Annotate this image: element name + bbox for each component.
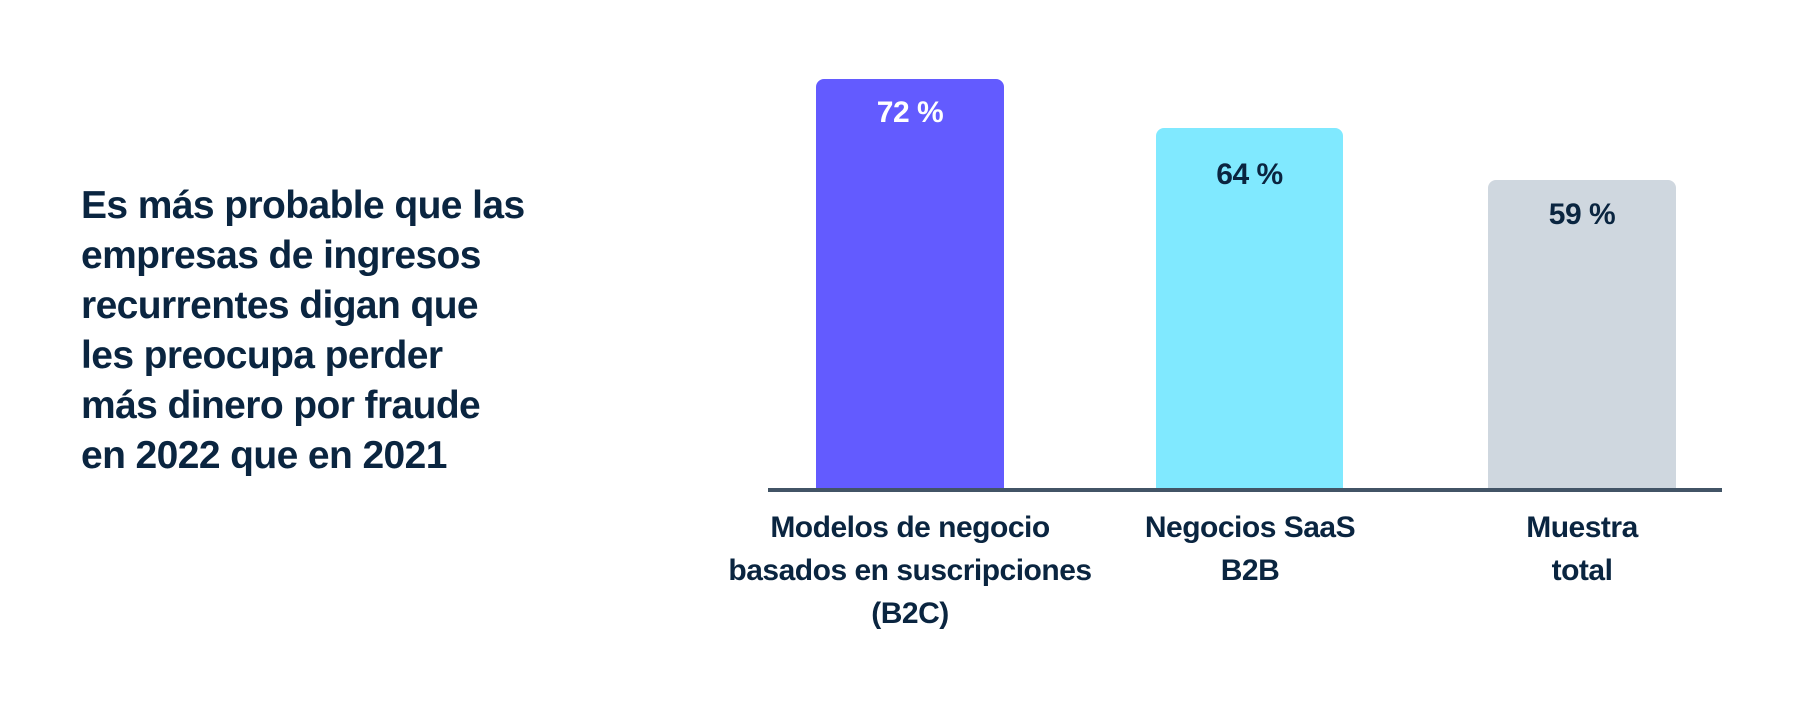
- chart-headline: Es más probable que las empresas de ingr…: [81, 181, 551, 481]
- headline-line: en 2022 que en 2021: [81, 434, 447, 477]
- bar-value-label: 59 %: [1548, 198, 1616, 231]
- x-axis-line: [768, 488, 1722, 492]
- category-label-b2c: Modelos de negocio basados en suscripcio…: [710, 506, 1110, 635]
- bar-total-sample: 59 %: [1488, 180, 1676, 488]
- category-label-line: basados en suscripciones: [728, 554, 1092, 587]
- category-label-line: Negocios SaaS: [1144, 511, 1356, 544]
- headline-line: Es más probable que las: [81, 184, 525, 227]
- bar-value-label: 64 %: [1216, 158, 1283, 191]
- headline-line: les preocupa perder: [81, 334, 443, 377]
- headline-line: recurrentes digan que: [81, 284, 479, 327]
- bar-b2c-subscriptions: 72 %: [816, 79, 1004, 488]
- headline-line: empresas de ingresos: [81, 234, 481, 277]
- category-label-line: Modelos de negocio: [770, 511, 1050, 544]
- category-label-line: Muestra: [1526, 511, 1638, 544]
- category-label-line: (B2C): [871, 597, 949, 630]
- category-label-line: total: [1551, 554, 1613, 587]
- bar-saas-b2b: 64 %: [1156, 128, 1343, 488]
- category-label-saas-b2b: Negocios SaaS B2B: [1100, 506, 1400, 592]
- bar-value-label: 72 %: [876, 96, 944, 129]
- category-label-line: B2B: [1220, 554, 1280, 587]
- headline-line: más dinero por fraude: [81, 384, 481, 427]
- category-label-total: Muestra total: [1432, 506, 1732, 592]
